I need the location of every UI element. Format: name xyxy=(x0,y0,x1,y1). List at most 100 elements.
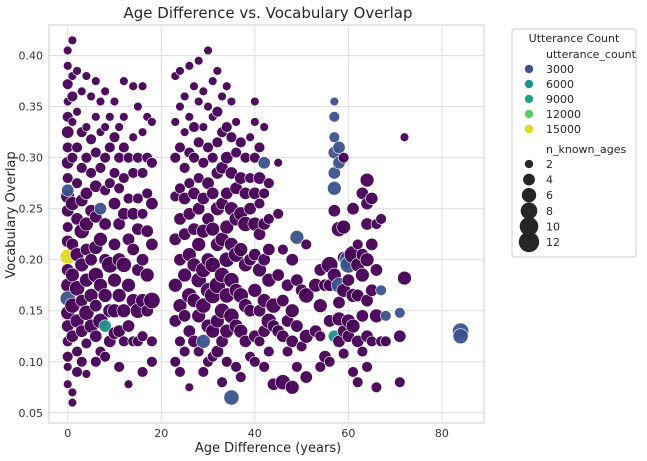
data-point xyxy=(220,151,234,165)
data-point xyxy=(71,177,83,189)
data-point xyxy=(394,376,406,388)
data-point xyxy=(263,345,275,358)
data-point xyxy=(169,151,181,164)
data-point xyxy=(67,397,78,408)
data-point xyxy=(107,237,121,251)
data-point xyxy=(285,253,299,267)
data-point xyxy=(63,61,73,71)
data-point xyxy=(203,45,213,56)
data-point xyxy=(84,253,98,267)
data-point xyxy=(352,376,364,388)
data-point xyxy=(168,277,183,293)
data-point xyxy=(281,345,294,358)
data-point xyxy=(346,202,360,216)
data-point xyxy=(196,334,211,349)
data-point xyxy=(247,283,263,298)
y-tick-label: 0.15 xyxy=(19,305,44,318)
data-point xyxy=(146,356,158,368)
data-point xyxy=(72,107,82,117)
data-point xyxy=(216,376,228,388)
legend-hue-marker xyxy=(524,124,534,134)
data-point xyxy=(290,319,304,333)
data-point xyxy=(62,350,74,363)
data-point xyxy=(90,146,102,159)
data-point xyxy=(452,328,469,345)
legend-hue-label: 9000 xyxy=(546,93,574,106)
data-point xyxy=(115,256,132,273)
data-point xyxy=(122,319,136,333)
data-point xyxy=(80,337,93,350)
data-point xyxy=(277,243,289,256)
data-point xyxy=(141,187,153,200)
data-point xyxy=(208,76,218,86)
data-point xyxy=(93,202,107,216)
data-point xyxy=(174,335,186,348)
data-point xyxy=(140,224,154,238)
data-point xyxy=(193,56,204,66)
data-point xyxy=(273,158,283,168)
data-point xyxy=(121,277,136,293)
data-point xyxy=(66,151,79,164)
data-point xyxy=(198,86,209,97)
data-point xyxy=(62,78,74,90)
data-point xyxy=(81,71,92,81)
data-point xyxy=(76,162,88,174)
data-point xyxy=(231,117,241,127)
data-point xyxy=(361,361,373,373)
data-point xyxy=(108,131,121,143)
data-point xyxy=(136,208,149,220)
data-point xyxy=(107,197,121,211)
data-point xyxy=(108,167,121,179)
data-point xyxy=(71,366,83,378)
data-point xyxy=(175,66,185,76)
data-point xyxy=(136,330,149,342)
data-point xyxy=(249,356,261,368)
data-point xyxy=(91,112,101,122)
data-point xyxy=(174,141,186,154)
data-point xyxy=(104,177,116,189)
data-point xyxy=(136,167,149,179)
data-point xyxy=(222,81,232,91)
data-point xyxy=(143,292,161,310)
data-point xyxy=(291,361,303,373)
legend-size-marker xyxy=(524,159,534,169)
legend-hue-label: 15000 xyxy=(546,123,581,136)
legend-size-marker xyxy=(519,217,539,236)
data-point xyxy=(146,335,158,348)
data-point xyxy=(399,132,410,142)
data-point xyxy=(356,345,369,358)
data-point xyxy=(77,86,87,97)
legend-hue-marker xyxy=(524,109,534,119)
data-point xyxy=(197,157,210,169)
y-tick-label: 0.10 xyxy=(19,356,44,369)
legend-size-title: n_known_ages xyxy=(546,143,627,156)
data-point xyxy=(81,122,92,132)
data-point xyxy=(90,356,102,368)
data-point xyxy=(365,191,379,205)
data-point xyxy=(189,81,199,91)
data-point xyxy=(128,132,138,142)
y-axis-label: Vocabulary Overlap xyxy=(4,151,19,278)
data-point xyxy=(183,177,195,189)
data-point xyxy=(204,256,221,273)
data-point xyxy=(235,136,247,149)
data-point xyxy=(211,136,224,149)
data-point xyxy=(97,288,113,303)
y-tick-label: 0.30 xyxy=(19,152,44,165)
data-point xyxy=(257,156,271,170)
data-point xyxy=(61,183,75,197)
x-axis-label: Age Difference (years) xyxy=(195,441,341,456)
data-point xyxy=(113,361,125,373)
data-point xyxy=(365,237,379,251)
data-point xyxy=(85,133,97,145)
data-point xyxy=(105,112,115,122)
data-point xyxy=(137,127,148,137)
data-point xyxy=(100,86,110,97)
data-point xyxy=(178,162,191,174)
legend-hue-marker xyxy=(524,79,534,89)
data-point xyxy=(145,237,159,251)
data-point xyxy=(95,96,106,107)
data-point xyxy=(139,267,155,283)
legend-size-label: 12 xyxy=(546,236,560,249)
data-point xyxy=(137,81,148,91)
